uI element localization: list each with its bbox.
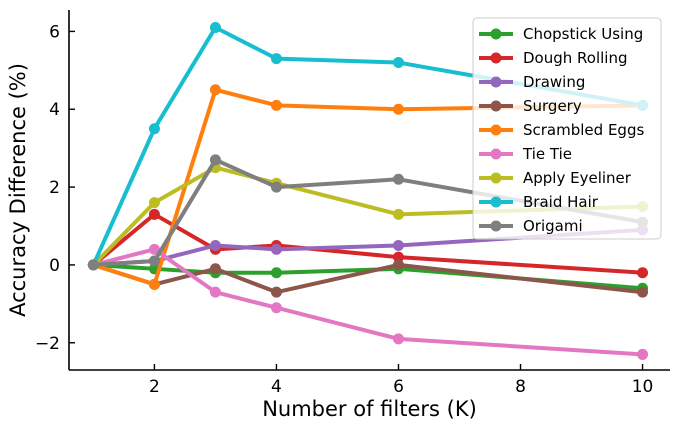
y-tick-label: 0: [49, 256, 60, 276]
legend-item: Surgery: [479, 97, 582, 115]
legend-item: Chopstick Using: [479, 25, 643, 43]
data-point-scrambled-eggs: [209, 84, 221, 96]
legend-swatch-marker: [490, 148, 502, 160]
legend-swatch-marker: [490, 76, 502, 88]
x-tick-label: 2: [149, 377, 160, 397]
data-point-tie-tie: [148, 243, 160, 255]
x-tick-label: 8: [515, 377, 526, 397]
series-tie-tie: [87, 243, 649, 360]
legend-swatch-marker: [490, 100, 502, 112]
legend-swatch-marker: [490, 28, 502, 40]
x-axis-label: Number of filters (K): [262, 397, 477, 421]
data-point-surgery: [270, 286, 282, 298]
data-point-dough-rolling: [148, 208, 160, 220]
data-point-tie-tie: [209, 286, 221, 298]
legend-swatch-marker: [490, 172, 502, 184]
data-point-drawing: [270, 243, 282, 255]
data-point-origami: [270, 181, 282, 193]
series-origami: [87, 154, 649, 271]
legend-swatch-marker: [490, 196, 502, 208]
x-ticks: 2 4 6 8 10: [149, 364, 653, 397]
y-tick-label: 6: [49, 22, 60, 42]
series-line-origami: [91, 157, 645, 267]
data-point-braid-hair: [270, 53, 282, 65]
data-point-dough-rolling: [392, 251, 404, 263]
data-point-surgery: [637, 286, 649, 298]
legend-label: Scrambled Eggs: [523, 121, 644, 139]
legend-label: Dough Rolling: [523, 49, 628, 67]
legend-label: Chopstick Using: [523, 25, 643, 43]
data-point-apply-eyeliner: [392, 208, 404, 220]
data-point-dough-rolling: [637, 267, 649, 279]
y-axis-label: Accuracy Difference (%): [6, 63, 30, 317]
data-point-apply-eyeliner: [148, 197, 160, 209]
data-point-scrambled-eggs: [270, 99, 282, 111]
y-tick-label: 4: [49, 100, 60, 120]
legend-swatch-marker: [490, 52, 502, 64]
y-tick-label: −2: [35, 334, 60, 354]
data-point-origami: [87, 259, 99, 271]
legend-item: Tie Tie: [479, 145, 572, 163]
data-point-drawing: [392, 239, 404, 251]
series-line-scrambled-eggs: [91, 87, 645, 287]
legend-label: Tie Tie: [522, 145, 572, 163]
legend-box: [472, 17, 662, 240]
y-ticks: −2 0 2 4 6: [35, 22, 75, 354]
data-point-braid-hair: [209, 22, 221, 34]
x-tick-label: 6: [393, 377, 404, 397]
data-point-tie-tie: [392, 333, 404, 345]
legend-swatch-marker: [490, 220, 502, 232]
legend-item: Dough Rolling: [479, 49, 628, 67]
series-chopstick-using: [87, 259, 649, 294]
legend-item: Scrambled Eggs: [479, 121, 644, 139]
data-point-scrambled-eggs: [148, 278, 160, 290]
data-point-origami: [148, 255, 160, 267]
series-line-chopstick-using: [91, 262, 645, 291]
legend-item: Origami: [479, 217, 583, 235]
y-tick-label: 2: [49, 178, 60, 198]
legend: Chopstick Using Dough Rolling Drawing Surge…: [472, 17, 662, 240]
series-layer: [87, 22, 649, 360]
series-surgery: [87, 259, 649, 298]
data-point-chopstick-using: [270, 267, 282, 279]
data-point-surgery: [392, 259, 404, 271]
data-point-tie-tie: [637, 348, 649, 360]
x-tick-label: 10: [632, 377, 654, 397]
data-point-scrambled-eggs: [392, 103, 404, 115]
data-point-origami: [392, 173, 404, 185]
legend-item: Braid Hair: [479, 193, 599, 211]
legend-label: Surgery: [523, 97, 582, 115]
data-point-braid-hair: [392, 57, 404, 69]
data-point-surgery: [209, 263, 221, 275]
data-point-braid-hair: [148, 123, 160, 135]
data-point-origami: [209, 154, 221, 166]
data-point-drawing: [209, 239, 221, 251]
legend-label: Drawing: [523, 73, 585, 91]
axes: −2 0 2 4 6 2 4 6 8 10: [35, 10, 670, 397]
legend-label: Origami: [523, 217, 583, 235]
series-line-braid-hair: [91, 25, 645, 267]
legend-label: Braid Hair: [523, 193, 599, 211]
series-line-tie-tie: [91, 247, 645, 357]
legend-item: Apply Eyeliner: [479, 169, 632, 187]
legend-item: Drawing: [479, 73, 585, 91]
legend-swatch-marker: [490, 124, 502, 136]
data-point-tie-tie: [270, 302, 282, 314]
legend-items: Chopstick Using Dough Rolling Drawing Surge…: [479, 25, 644, 235]
x-tick-label: 4: [271, 377, 282, 397]
legend-label: Apply Eyeliner: [523, 169, 632, 187]
